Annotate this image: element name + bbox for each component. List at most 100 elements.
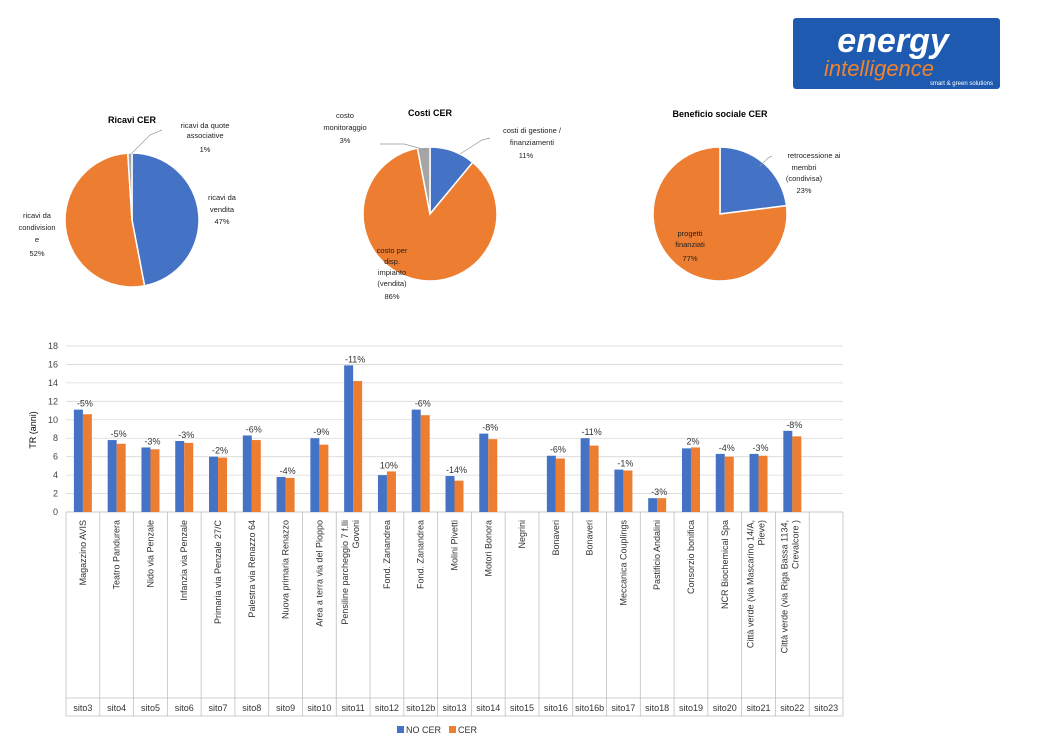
pie-costi-slice-1 <box>362 147 498 282</box>
bar-chart-data-label: -6% <box>246 424 262 434</box>
bar-chart-data-label: -9% <box>313 427 329 437</box>
bar-chart-ytick: 16 <box>48 359 58 369</box>
bar-chart-category-label: Area a terra via del Pioppo <box>314 520 324 627</box>
pie-ricavi-title: Ricavi CER <box>108 115 157 125</box>
pie-ricavi-label-cond-1: ricavi da <box>23 211 52 220</box>
bar-chart-site-label: sito8 <box>242 703 261 713</box>
bar-chart-category-label: Palestra via Renazzo 64 <box>247 520 257 618</box>
bar-cer-sito16b <box>589 445 599 512</box>
bar-chart-site-label: sito15 <box>510 703 534 713</box>
bar-nocer-sito21 <box>749 453 759 512</box>
bar-nocer-sito8 <box>242 435 252 512</box>
bar-chart-site-label: sito12 <box>375 703 399 713</box>
bar-chart-ytick: 8 <box>53 433 58 443</box>
bar-chart-site-label: sito7 <box>209 703 228 713</box>
pie-costi-label-monit-1: costo <box>336 111 354 120</box>
bar-chart-site-label: sito21 <box>747 703 771 713</box>
bar-chart-category-label: Magazzino AVIS <box>78 520 88 585</box>
bar-chart-data-label: -4% <box>280 466 296 476</box>
bar-cer-sito11 <box>353 381 363 512</box>
bar-chart-data-label: -6% <box>550 445 566 455</box>
bar-chart-data-label: -11% <box>581 427 601 437</box>
bar-nocer-sito6 <box>175 440 185 512</box>
bar-chart-data-label: -1% <box>617 459 633 469</box>
pie-ricavi-label-cond-2: condivision <box>18 223 55 232</box>
pie-costi-title: Costi CER <box>408 108 453 118</box>
bar-nocer-sito20 <box>715 453 725 512</box>
bar-cer-sito8 <box>251 440 261 512</box>
bar-cer-sito4 <box>116 443 126 512</box>
pie-beneficio-label-prog-2: finanziati <box>675 240 705 249</box>
bar-chart-data-label: -2% <box>212 446 228 456</box>
bar-chart-site-label: sito12b <box>406 703 435 713</box>
bar-chart-category-label: Bonaveri <box>585 520 595 556</box>
bar-chart-data-label: -8% <box>482 423 498 433</box>
pie-costi-slices <box>362 146 498 282</box>
bar-cer-sito13 <box>454 480 464 512</box>
pie-costi-label-disp-4: (vendita) <box>377 279 407 288</box>
bar-chart-category-label: Pastificio Andalini <box>652 520 662 590</box>
bar-cer-sito9 <box>285 477 295 512</box>
bar-cer-sito18 <box>657 498 667 512</box>
pie-costi-label-disp-3: impianto <box>378 268 406 277</box>
pie-costi-label-monit-2: monitoraggio <box>323 123 366 132</box>
bar-chart-data-label: -14% <box>446 465 467 475</box>
energy-intelligence-logo: energy intelligence smart & green soluti… <box>793 18 1000 89</box>
pie-beneficio-title: Beneficio sociale CER <box>672 109 768 119</box>
bar-nocer-sito9 <box>276 476 286 512</box>
bar-nocer-sito11 <box>344 365 354 512</box>
bar-chart-site-label: sito18 <box>645 703 669 713</box>
pie-ricavi-label-quote-1: ricavi da quote <box>181 121 230 130</box>
bar-chart-data-label: -4% <box>719 443 735 453</box>
pie-beneficio-label-prog-1: progetti <box>677 229 702 238</box>
bar-chart-category-label: Fond. Zanandrea <box>416 520 426 589</box>
bar-cer-sito7 <box>218 457 228 512</box>
bar-chart-site-label: sito16b <box>575 703 604 713</box>
bar-nocer-sito17 <box>614 469 624 512</box>
pie-ricavi-slices <box>64 152 200 288</box>
bar-chart-ytick: 0 <box>53 507 58 517</box>
bar-chart-data-label: -3% <box>178 430 194 440</box>
pie-costi-label-gest-2: finanziamenti <box>510 138 555 147</box>
bar-chart-category-label: Consorzio bonifica <box>686 520 696 594</box>
bar-chart-ytick: 6 <box>53 452 58 462</box>
bar-chart-site-label: sito23 <box>814 703 838 713</box>
pie-chart-costi: Costi CER costo monitoraggio 3% costi di… <box>323 108 562 301</box>
logo-line1: energy <box>837 22 951 60</box>
pie-ricavi-pct-cond: 52% <box>29 249 44 258</box>
bar-chart-category-label: Negrini <box>517 520 527 549</box>
pie-ricavi-pct-quote: 1% <box>200 145 211 154</box>
pie-ricavi-label-quote-2: associative <box>186 131 223 140</box>
bar-chart-ytick: 18 <box>48 341 58 351</box>
bar-chart-site-label: sito6 <box>175 703 194 713</box>
bar-chart-data-label: 2% <box>686 436 699 446</box>
bar-chart-site-label: sito3 <box>73 703 92 713</box>
bar-chart-category-label: Govoni <box>351 520 361 549</box>
bar-chart-category-label: Bonaveri <box>551 520 561 556</box>
bar-cer-sito12 <box>386 471 396 512</box>
bar-chart-category-label: Pieve) <box>757 520 767 546</box>
bar-chart-site-label: sito19 <box>679 703 703 713</box>
bar-chart-category-label: Teatro Pandurera <box>112 520 122 590</box>
bar-cer-sito10 <box>319 444 329 512</box>
bar-chart-ytick: 10 <box>48 415 58 425</box>
bar-chart-site-label: sito16 <box>544 703 568 713</box>
pie-costi-pct-gest: 11% <box>519 151 534 160</box>
bar-chart-category-label: Città verde (via Riga Bassa 1134, <box>779 520 789 653</box>
bar-chart-data-label: -3% <box>144 436 160 446</box>
bar-nocer-sito19 <box>681 448 691 512</box>
bar-nocer-sito4 <box>107 440 117 512</box>
bar-nocer-sito3 <box>73 409 83 512</box>
bar-cer-sito16 <box>555 458 565 512</box>
pie-ricavi-label-cond-3: e <box>35 235 39 244</box>
pie-costi-label-gest-1: costi di gestione / <box>503 126 562 135</box>
pie-costi-label-disp-2: disp. <box>384 257 400 266</box>
bar-nocer-sito12 <box>377 475 387 512</box>
bar-chart-ytick: 2 <box>53 489 58 499</box>
bar-chart-ylabel: TR (anni) <box>28 411 38 449</box>
bar-chart-site-label: sito13 <box>442 703 466 713</box>
pie-beneficio-label-retro-2: membri <box>791 163 816 172</box>
pie-chart-beneficio: Beneficio sociale CER retrocessione ai m… <box>652 109 841 282</box>
pie-costi-pct-disp: 86% <box>384 292 399 301</box>
legend-swatch-1 <box>449 726 456 733</box>
